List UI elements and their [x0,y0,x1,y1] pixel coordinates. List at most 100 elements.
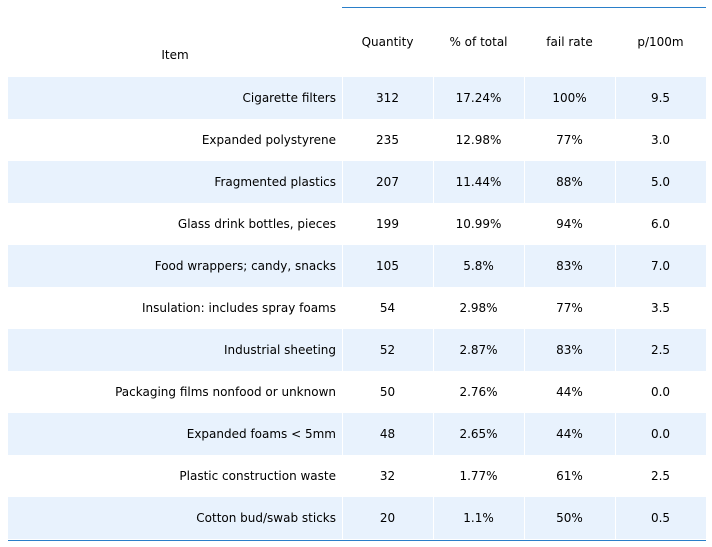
cell-p-per-100m: 0.0 [650,427,671,441]
column-separator [433,329,434,371]
column-separator [342,203,343,245]
header-p-per-100m: p/100m [637,35,684,49]
cell-item: Fragmented plastics [214,175,336,189]
column-separator [524,455,525,497]
cell-item: Cotton bud/swab sticks [196,511,336,525]
table-row: Cigarette filters 312 17.24% 100% 9.5 [8,77,706,119]
column-separator [342,161,343,203]
cell-quantity: 312 [376,91,399,105]
table-row: Cotton bud/swab sticks 20 1.1% 50% 0.5 [8,497,706,539]
cell-fail-rate: 44% [556,427,583,441]
table-row: Glass drink bottles, pieces 199 10.99% 94% 6… [8,203,706,245]
table-row: Industrial sheeting 52 2.87% 83% 2.5 [8,329,706,371]
column-separator [433,77,434,119]
column-separator [524,413,525,455]
column-separator [342,119,343,161]
column-separator [342,77,343,119]
cell-quantity: 207 [376,175,399,189]
column-separator [524,203,525,245]
cell-item: Insulation: includes spray foams [141,301,336,315]
cell-quantity: 48 [379,427,396,441]
cell-fail-rate: 44% [556,385,583,399]
cell-item: Expanded foams < 5mm [186,427,336,441]
cell-fail-rate: 100% [552,91,587,105]
cell-percent-of-total: 2.98% [459,301,498,315]
cell-quantity: 199 [376,217,399,231]
column-separator [342,287,343,329]
cell-percent-of-total: 1.1% [463,511,494,525]
cell-quantity: 105 [376,259,399,273]
column-separator [615,497,616,539]
cell-fail-rate: 77% [556,301,583,315]
cell-item: Plastic construction waste [179,469,336,483]
column-separator [433,203,434,245]
column-separator [615,161,616,203]
cell-fail-rate: 94% [556,217,583,231]
column-separator [524,161,525,203]
table-bottom-rule [8,540,706,541]
column-separator [433,371,434,413]
column-separator [433,497,434,539]
column-separator [342,371,343,413]
cell-p-per-100m: 5.0 [650,175,671,189]
cell-quantity: 52 [379,343,396,357]
column-separator [615,287,616,329]
cell-p-per-100m: 0.0 [650,385,671,399]
column-separator [615,455,616,497]
cell-percent-of-total: 2.87% [459,343,498,357]
column-separator [433,287,434,329]
column-separator [342,455,343,497]
column-separator [433,161,434,203]
column-separator [342,329,343,371]
table-row: Expanded foams < 5mm 48 2.65% 44% 0.0 [8,413,706,455]
cell-percent-of-total: 12.98% [455,133,502,147]
cell-fail-rate: 83% [556,259,583,273]
cell-fail-rate: 77% [556,133,583,147]
table-top-rule [342,7,706,8]
column-separator [615,413,616,455]
column-separator [615,119,616,161]
cell-p-per-100m: 2.5 [650,469,671,483]
column-separator [524,287,525,329]
column-separator [433,413,434,455]
column-separator [433,455,434,497]
cell-item: Expanded polystyrene [201,133,336,147]
cell-p-per-100m: 6.0 [650,217,671,231]
table-row: Fragmented plastics 207 11.44% 88% 5.0 [8,161,706,203]
column-separator [342,413,343,455]
header-quantity: Quantity [361,35,414,49]
header-item: Item [161,48,189,62]
cell-p-per-100m: 2.5 [650,343,671,357]
column-separator [524,497,525,539]
cell-p-per-100m: 0.5 [650,511,671,525]
column-separator [342,245,343,287]
cell-fail-rate: 88% [556,175,583,189]
column-separator [524,77,525,119]
cell-p-per-100m: 9.5 [650,91,671,105]
table-row: Plastic construction waste 32 1.77% 61% 2.5 [8,455,706,497]
table-row: Food wrappers; candy, snacks 105 5.8% 83% 7.… [8,245,706,287]
table-row: Packaging films nonfood or unknown 50 2.76… [8,371,706,413]
cell-p-per-100m: 7.0 [650,259,671,273]
header-fail-rate: fail rate [546,35,593,49]
column-separator [615,77,616,119]
cell-percent-of-total: 1.77% [459,469,498,483]
cell-quantity: 20 [379,511,396,525]
cell-item: Industrial sheeting [224,343,336,357]
cell-item: Packaging films nonfood or unknown [115,385,336,399]
column-separator [342,497,343,539]
cell-percent-of-total: 5.8% [463,259,494,273]
cell-percent-of-total: 2.76% [459,385,498,399]
cell-item: Food wrappers; candy, snacks [154,259,336,273]
cell-fail-rate: 61% [556,469,583,483]
table-row: Expanded polystyrene 235 12.98% 77% 3.0 [8,119,706,161]
column-separator [615,245,616,287]
column-separator [615,371,616,413]
column-separator [433,119,434,161]
cell-percent-of-total: 17.24% [455,91,502,105]
column-separator [615,329,616,371]
cell-quantity: 54 [379,301,396,315]
cell-quantity: 235 [376,133,399,147]
column-separator [524,119,525,161]
